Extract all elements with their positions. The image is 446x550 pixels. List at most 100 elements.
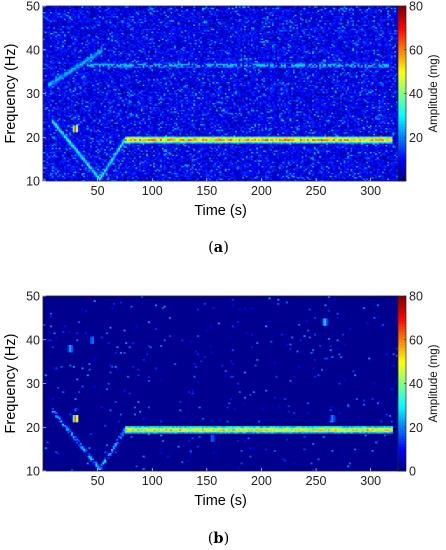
heatmap-cell — [83, 167, 86, 169]
heatmap-cell — [62, 146, 65, 148]
heatmap-cell — [48, 162, 51, 165]
heatmap-cell — [74, 111, 77, 113]
heatmap-cell — [79, 90, 82, 92]
heatmap-cell — [70, 76, 74, 78]
heatmap-cell — [56, 91, 60, 94]
heatmap-cell — [67, 62, 70, 64]
heatmap-cell — [51, 101, 54, 103]
heatmap-cell — [65, 56, 68, 59]
heatmap-cell — [70, 24, 74, 26]
heatmap-cell — [83, 56, 86, 59]
heatmap-cell — [69, 160, 72, 162]
heatmap-cell — [62, 95, 65, 98]
heatmap-cell — [83, 60, 86, 63]
heatmap-cell — [81, 76, 84, 78]
heatmap-cell — [58, 130, 61, 133]
heatmap-cell — [51, 123, 54, 126]
heatmap-cell — [60, 158, 63, 161]
heatmap-cell — [55, 46, 58, 49]
heatmap-cell — [44, 171, 47, 173]
heatmap-cell — [70, 60, 74, 63]
heatmap-cell — [63, 85, 67, 88]
heatmap-cell — [48, 69, 51, 71]
heatmap-cell — [74, 78, 77, 81]
heatmap-cell — [56, 48, 60, 50]
heatmap-cell — [43, 56, 46, 59]
heatmap-cell — [46, 32, 49, 35]
heatmap-cell — [67, 151, 70, 154]
heatmap-cell — [83, 120, 86, 123]
heatmap-cell — [74, 13, 77, 15]
heatmap-cell — [43, 130, 46, 133]
heatmap-cell — [79, 32, 82, 35]
heatmap-cell — [46, 108, 49, 110]
heatmap-cell — [81, 99, 84, 102]
heatmap-cell — [60, 153, 63, 155]
heatmap-cell — [63, 157, 67, 159]
heatmap-cell — [58, 67, 61, 70]
heatmap-cell — [44, 78, 47, 81]
heatmap-cell — [77, 14, 81, 17]
heatmap-cell — [79, 165, 82, 168]
heatmap-cell — [67, 118, 70, 120]
heatmap-cell — [65, 91, 68, 94]
heatmap-cell — [58, 25, 61, 28]
heatmap-cell — [48, 78, 51, 81]
heatmap-cell — [72, 113, 75, 116]
heatmap-cell — [70, 160, 74, 162]
heatmap-cell — [65, 69, 68, 71]
heatmap-cell — [56, 46, 60, 49]
heatmap-cell — [69, 122, 72, 124]
heatmap-cell — [60, 147, 63, 150]
heatmap-cell — [44, 66, 47, 68]
heatmap-cell — [55, 69, 58, 71]
heatmap-cell — [76, 60, 79, 63]
heatmap-cell — [81, 178, 84, 180]
heatmap-cell — [58, 157, 61, 159]
heatmap-cell — [58, 151, 61, 154]
heatmap-cell — [72, 7, 75, 10]
heatmap-cell — [60, 164, 63, 166]
heatmap-cell — [53, 36, 56, 39]
heatmap-cell — [77, 31, 81, 33]
heatmap-cell — [44, 53, 47, 56]
heatmap-cell — [65, 36, 68, 39]
heatmap-cell — [74, 150, 77, 152]
heatmap-cell — [74, 115, 77, 117]
heatmap-cell — [67, 14, 70, 17]
heatmap-cell — [55, 60, 58, 63]
heatmap-cell — [44, 137, 47, 140]
heatmap-cell — [70, 73, 74, 75]
heatmap-cell — [43, 48, 46, 50]
heatmap-cell — [76, 165, 79, 168]
heatmap-cell — [43, 14, 46, 17]
heatmap-cell — [58, 179, 61, 181]
heatmap-cell — [70, 50, 74, 53]
heatmap-cell — [56, 147, 60, 150]
heatmap-cell — [77, 35, 81, 38]
heatmap-cell — [48, 84, 51, 87]
heatmap-cell — [76, 95, 79, 98]
heatmap-cell — [46, 31, 49, 33]
heatmap-cell — [49, 133, 53, 136]
heatmap-cell — [81, 41, 84, 43]
heatmap-cell — [72, 32, 75, 35]
heatmap-cell — [44, 36, 47, 39]
heatmap-cell — [77, 45, 81, 47]
heatmap-cell — [46, 165, 49, 168]
heatmap-cell — [81, 174, 84, 176]
heatmap-cell — [46, 136, 49, 138]
heatmap-cell — [79, 25, 82, 28]
heatmap-cell — [63, 77, 67, 80]
heatmap-cell — [65, 81, 68, 84]
heatmap-cell — [74, 141, 77, 144]
heatmap-cell — [74, 43, 77, 46]
heatmap-cell — [53, 106, 56, 109]
heatmap-cell — [46, 151, 49, 154]
heatmap-cell — [76, 118, 79, 120]
heatmap-cell — [51, 153, 54, 155]
heatmap-cell — [56, 50, 60, 53]
heatmap-cell — [44, 111, 47, 113]
heatmap-cell — [72, 154, 75, 157]
heatmap-cell — [44, 101, 47, 103]
